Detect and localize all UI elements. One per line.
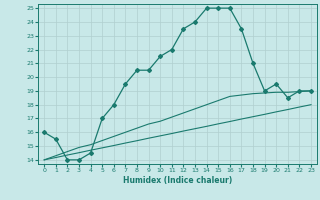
- X-axis label: Humidex (Indice chaleur): Humidex (Indice chaleur): [123, 176, 232, 185]
